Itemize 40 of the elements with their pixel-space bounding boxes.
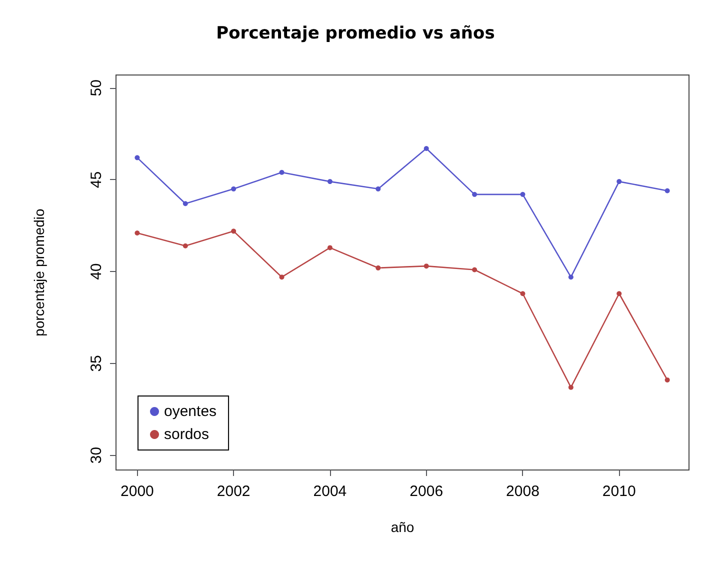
x-tick-label: 2010 (602, 483, 636, 500)
point (376, 265, 381, 270)
point (424, 146, 429, 151)
legend-label: sordos (164, 426, 210, 443)
point (520, 291, 526, 296)
point (231, 186, 236, 192)
point (279, 274, 284, 280)
point (664, 188, 670, 194)
chart-title: Porcentaje promedio vs años (216, 24, 495, 44)
y-tick-label: 35 (88, 355, 105, 372)
y-tick-label: 50 (88, 80, 105, 96)
point (568, 384, 574, 390)
x-tick-label: 2000 (120, 483, 154, 500)
point (231, 228, 236, 234)
point (616, 291, 622, 296)
y-tick-label: 40 (88, 263, 105, 280)
y-tick-label: 30 (88, 446, 105, 464)
point (279, 170, 284, 175)
point (327, 245, 332, 250)
x-tick-label: 2004 (313, 483, 347, 500)
point (616, 179, 622, 184)
x-tick-label: 2002 (216, 483, 250, 500)
y-tick-label: 45 (88, 171, 105, 188)
x-axis-title: año (390, 519, 414, 535)
point (182, 201, 188, 206)
point (424, 264, 429, 269)
point (327, 179, 332, 184)
x-tick-label: 2008 (506, 483, 540, 500)
point (182, 243, 188, 248)
y-axis-title: porcentaje promedio (31, 208, 47, 336)
point (664, 377, 670, 382)
point (520, 192, 526, 197)
point (134, 155, 140, 160)
point (472, 192, 478, 197)
point (472, 267, 478, 272)
legend-label: oyentes (164, 403, 217, 420)
point (134, 230, 140, 236)
point (376, 186, 381, 192)
x-tick-label: 2006 (410, 483, 444, 500)
point (568, 274, 574, 280)
